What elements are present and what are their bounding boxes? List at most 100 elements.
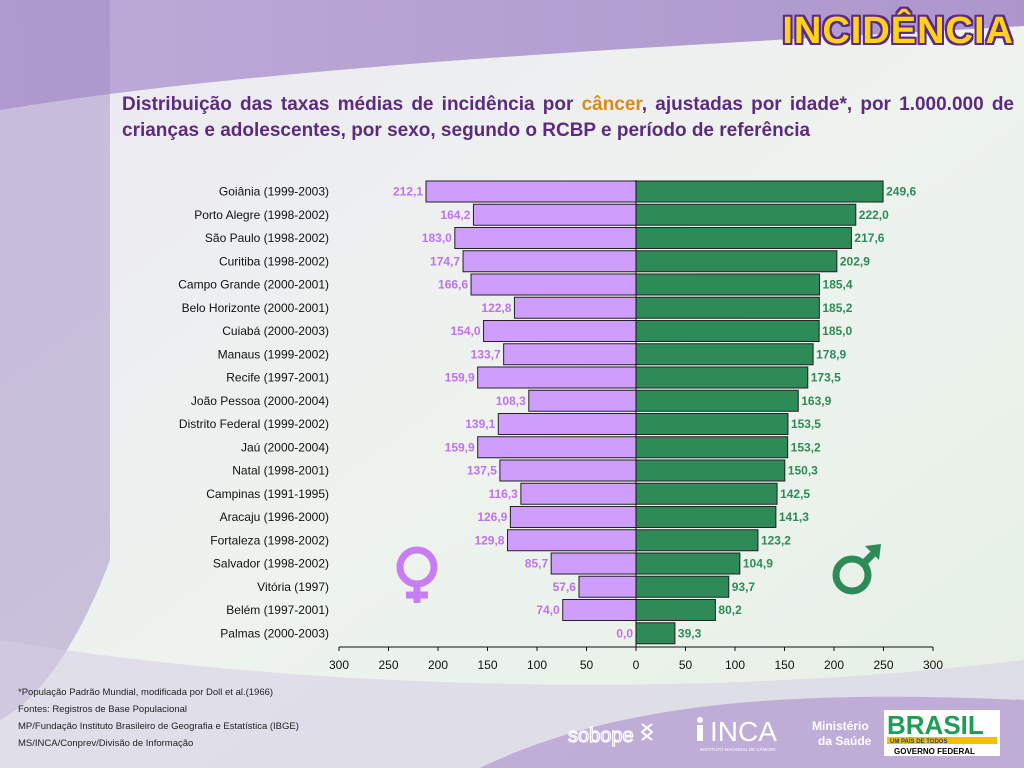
source-line: Fontes: Registros de Base Populacional — [18, 704, 187, 715]
category-label: Campinas (1991-1995) — [206, 487, 329, 501]
inca-logo-subtext: INSTITUTO NACIONAL DE CÂNCER — [700, 746, 776, 752]
category-label: Porto Alegre (1998-2002) — [194, 208, 329, 222]
male-bar — [635, 343, 814, 366]
female-bar — [509, 506, 637, 528]
inca-logo: INCA INSTITUTO NACIONAL DE CÂNCER — [697, 716, 777, 752]
male-bar — [635, 250, 838, 273]
source-line: MS/INCA/Conprev/Divisão de Informação — [18, 738, 194, 749]
male-bar — [635, 296, 820, 319]
male-value-label: 249,6 — [886, 185, 916, 199]
ministerio-line2: da Saúde — [818, 734, 872, 748]
x-tick-label: 250 — [378, 658, 398, 672]
x-tick-label: 250 — [873, 658, 893, 672]
male-value-label: 163,9 — [801, 394, 831, 408]
female-value-label: 174,7 — [430, 254, 460, 268]
ministerio-line1: Ministério — [812, 719, 869, 733]
chart-subtitle: Distribuição das taxas médias de incidên… — [122, 92, 1014, 144]
female-bar — [499, 459, 637, 482]
female-value-label: 133,7 — [471, 347, 501, 361]
x-tick-label: 200 — [824, 658, 844, 672]
female-value-label: 85,7 — [525, 557, 549, 571]
category-label: Curitiba (1998-2002) — [219, 254, 329, 268]
male-bar — [635, 227, 852, 249]
female-value-label: 74,0 — [536, 603, 560, 617]
x-tick-label: 150 — [774, 658, 794, 672]
female-value-label: 139,1 — [465, 417, 495, 431]
female-bar — [497, 413, 637, 435]
x-tick-label: 0 — [633, 658, 640, 672]
page-title: INCIDÊNCIA — [782, 10, 1014, 52]
category-label: São Paulo (1998-2002) — [205, 231, 329, 245]
male-value-label: 153,2 — [791, 440, 821, 454]
category-label: Belo Horizonte (2000-2001) — [182, 301, 329, 315]
brasil-tagline: UM PAÍS DE TODOS — [890, 737, 947, 745]
male-bar — [635, 273, 821, 296]
male-value-label: 185,2 — [822, 301, 852, 315]
category-label: Aracaju (1996-2000) — [220, 510, 329, 524]
female-bar — [578, 575, 637, 598]
male-value-label: 222,0 — [859, 208, 889, 222]
female-bar — [472, 203, 637, 226]
female-symbol-icon — [396, 546, 438, 603]
male-bar — [635, 599, 716, 621]
subtitle-text-2: , ajustadas por idade*, por 1.000.000 de… — [122, 94, 1015, 141]
female-bar — [506, 529, 637, 552]
male-value-label: 150,3 — [788, 464, 818, 478]
female-bar — [483, 320, 637, 342]
category-label: Salvador (1998-2002) — [213, 557, 329, 571]
category-label: João Pessoa (2000-2004) — [191, 394, 329, 408]
female-value-label: 137,5 — [467, 464, 497, 478]
category-label: Palmas (2000-2003) — [220, 626, 329, 640]
male-bar — [635, 529, 759, 552]
female-value-label: 108,3 — [496, 394, 526, 408]
male-value-label: 104,9 — [743, 557, 773, 571]
male-bar — [635, 622, 676, 645]
male-value-label: 80,2 — [718, 603, 742, 617]
female-value-label: 164,2 — [440, 208, 470, 222]
female-bar — [454, 227, 637, 249]
category-label: Natal (1998-2001) — [232, 464, 329, 478]
male-bar — [635, 459, 786, 482]
category-label: Fortaleza (1998-2002) — [210, 533, 329, 547]
category-label: Goiânia (1999-2003) — [219, 185, 329, 199]
male-bar — [635, 180, 884, 203]
x-tick-label: 100 — [725, 658, 745, 672]
female-bar — [520, 482, 637, 505]
male-bar — [635, 389, 799, 412]
female-value-label: 154,0 — [451, 324, 481, 338]
male-bar — [635, 482, 778, 505]
female-value-label: 0,0 — [616, 626, 633, 640]
category-label: Recife (1997-2001) — [226, 371, 329, 385]
male-bar — [635, 436, 789, 459]
female-value-label: 116,3 — [488, 487, 518, 501]
female-bar — [462, 250, 637, 273]
inca-logo-text: INCA — [710, 716, 777, 747]
male-bar — [635, 575, 730, 598]
female-value-label: 122,8 — [481, 301, 511, 315]
x-tick-label: 200 — [428, 658, 448, 672]
governo-federal-text: GOVERNO FEDERAL — [894, 747, 975, 756]
female-value-label: 159,9 — [445, 371, 475, 385]
footnote-line: *População Padrão Mundial, modificada po… — [18, 687, 274, 698]
x-tick-label: 150 — [477, 658, 497, 672]
category-label: Campo Grande (2000-2001) — [178, 278, 329, 292]
sobope-logo: sobope — [567, 723, 654, 748]
female-bar — [425, 180, 637, 203]
male-value-label: 173,5 — [811, 371, 841, 385]
category-label: Vitória (1997) — [257, 580, 329, 594]
male-value-label: 123,2 — [761, 533, 791, 547]
brasil-logo-text: BRASIL — [887, 710, 984, 740]
brasil-governo-federal-logo: BRASIL UM PAÍS DE TODOS GOVERNO FEDERAL — [884, 710, 1000, 756]
x-tick-label: 300 — [923, 658, 943, 672]
x-tick-label: 100 — [527, 658, 547, 672]
subtitle-text-1: Distribuição das taxas médias de incidên… — [122, 94, 582, 115]
logos-bar: sobope INCA INSTITUTO NACIONAL DE CÂNCER… — [567, 710, 1000, 756]
male-value-label: 141,3 — [779, 510, 809, 524]
category-label: Cuiabá (2000-2003) — [222, 324, 329, 338]
male-value-label: 142,5 — [780, 487, 810, 501]
female-value-label: 57,6 — [553, 580, 577, 594]
female-bar — [477, 366, 637, 389]
female-value-label: 129,8 — [474, 533, 504, 547]
female-bar — [528, 389, 637, 412]
